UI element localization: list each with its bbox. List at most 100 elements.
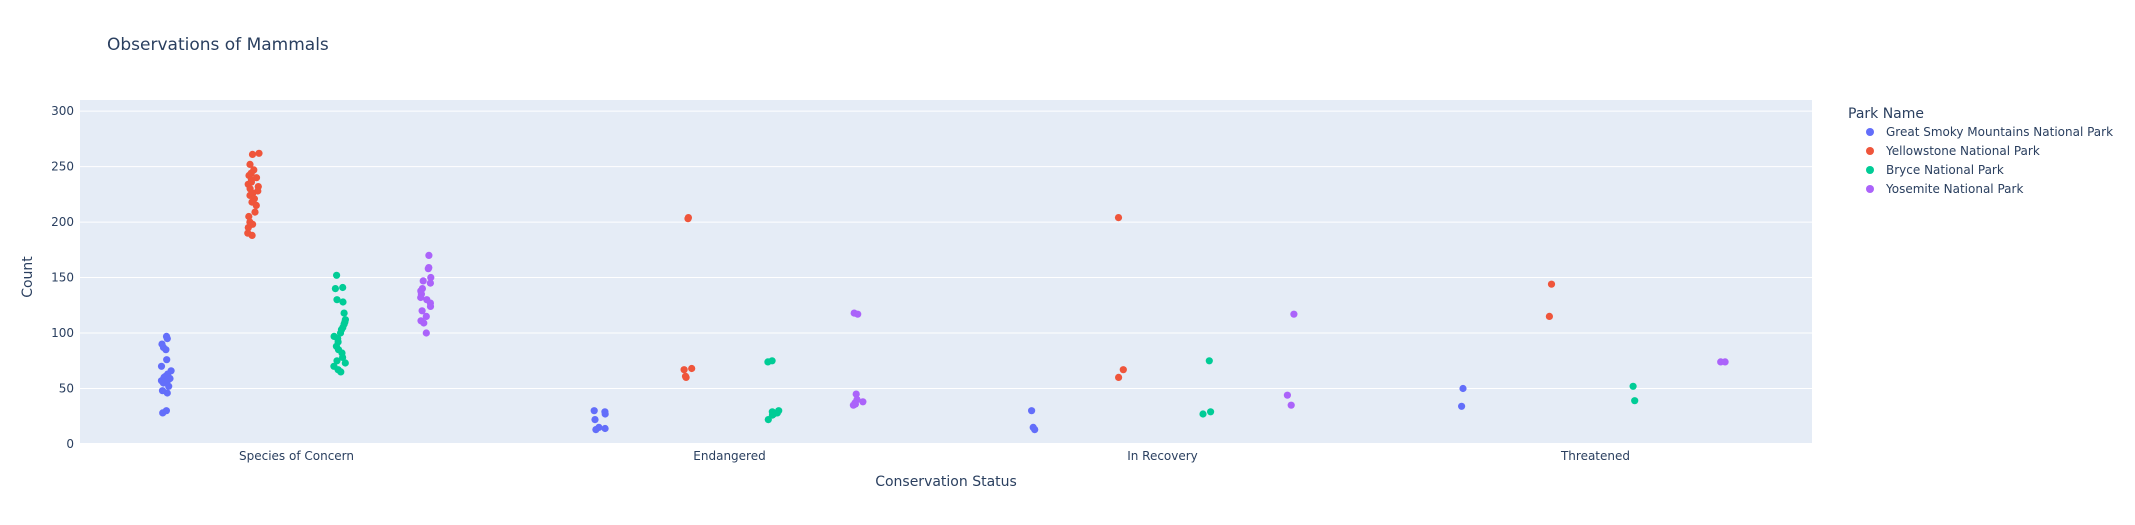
data-point[interactable] [255,149,263,157]
data-point[interactable] [688,364,696,373]
data-point[interactable] [1031,426,1039,434]
data-point[interactable] [340,309,348,317]
legend-item[interactable]: Bryce National Park [1866,163,2004,177]
data-point[interactable] [592,426,600,434]
legend-label: Yellowstone National Park [1885,144,2040,158]
data-point[interactable] [1207,408,1215,416]
data-point[interactable] [248,150,257,158]
x-tick-label: Threatened [1560,449,1630,463]
data-point[interactable] [419,277,427,285]
data-point[interactable] [1114,214,1123,222]
legend-label: Bryce National Park [1886,163,2004,177]
data-point[interactable] [590,407,598,415]
x-tick-label: Species of Concern [239,449,354,463]
legend-label: Yosemite National Park [1885,182,2023,196]
y-axis-ticks: 0 50 100 150 200 250 300 [51,104,74,451]
data-point[interactable] [422,329,430,337]
data-point[interactable] [591,416,599,424]
data-point[interactable] [427,273,435,282]
data-point[interactable] [157,362,166,370]
data-point[interactable] [1205,357,1213,365]
data-point[interactable] [251,208,259,216]
data-point[interactable] [337,368,345,376]
data-point[interactable] [331,285,339,293]
legend-item[interactable]: Great Smoky Mountains National Park [1866,125,2113,139]
y-tick-label: 50 [59,382,74,396]
data-point[interactable] [339,298,347,306]
data-point[interactable] [852,390,860,398]
data-point[interactable] [849,401,858,409]
data-point[interactable] [859,398,867,406]
x-tick-label: Endangered [693,449,765,463]
data-point[interactable] [426,279,434,287]
data-point[interactable] [424,265,432,273]
legend-item[interactable]: Yellowstone National Park [1866,144,2040,158]
data-point[interactable] [339,353,347,361]
data-point[interactable] [764,358,772,366]
y-tick-label: 300 [51,104,74,118]
data-point[interactable] [333,296,341,304]
plot-area [80,100,1812,444]
legend-marker [1866,166,1874,174]
data-point[interactable] [252,201,260,209]
legend-marker [1866,147,1874,155]
data-point[interactable] [333,271,341,279]
legend[interactable]: Park Name Great Smoky Mountains National… [1848,106,2113,196]
data-point[interactable] [1545,312,1553,320]
legend-item[interactable]: Yosemite National Park [1866,182,2023,196]
data-point[interactable] [1028,407,1036,415]
data-point[interactable] [425,251,433,259]
data-point[interactable] [341,359,349,367]
data-point[interactable] [854,310,862,318]
data-point[interactable] [601,424,609,433]
data-point[interactable] [1115,373,1123,381]
data-point[interactable] [682,373,690,381]
data-point[interactable] [1283,391,1291,399]
x-axis-ticks: Species of Concern Endangered In Recovery T… [239,449,1630,463]
data-point[interactable] [246,160,254,168]
y-tick-label: 150 [51,271,74,285]
data-point[interactable] [336,329,345,337]
data-point[interactable] [1547,280,1556,288]
data-point[interactable] [1290,310,1298,318]
data-point[interactable] [1721,358,1729,366]
data-point[interactable] [339,283,347,292]
data-point[interactable] [159,409,167,417]
data-point[interactable] [1287,401,1295,409]
data-point[interactable] [680,366,688,374]
data-point[interactable] [245,212,253,221]
data-point[interactable] [1458,402,1466,410]
data-point[interactable] [1631,397,1639,405]
data-point[interactable] [163,335,171,343]
data-point[interactable] [764,416,772,424]
y-tick-label: 250 [51,160,74,174]
data-point[interactable] [417,293,425,302]
data-point[interactable] [684,215,692,223]
data-point[interactable] [162,346,170,354]
data-point[interactable] [248,231,256,239]
grid-lines [80,110,1812,445]
y-tick-label: 100 [51,326,74,340]
data-point[interactable] [165,382,173,390]
data-point[interactable] [426,302,435,310]
data-point[interactable] [244,224,252,232]
data-point[interactable] [1119,366,1127,374]
data-point[interactable] [418,307,426,315]
data-point[interactable] [159,379,167,387]
data-point[interactable] [420,319,428,327]
legend-label: Great Smoky Mountains National Park [1886,125,2113,139]
data-point[interactable] [1629,382,1637,390]
chart-title: Observations of Mammals [107,35,329,55]
data-points [157,149,1729,434]
data-point[interactable] [422,312,430,320]
legend-marker [1866,128,1874,136]
x-tick-label: In Recovery [1127,449,1198,463]
data-point[interactable] [163,356,171,364]
data-point[interactable] [1459,384,1467,393]
y-axis-label: Count [20,256,36,298]
data-point[interactable] [163,389,171,397]
data-point[interactable] [1199,410,1207,418]
data-point[interactable] [333,357,341,365]
data-point[interactable] [601,410,609,418]
